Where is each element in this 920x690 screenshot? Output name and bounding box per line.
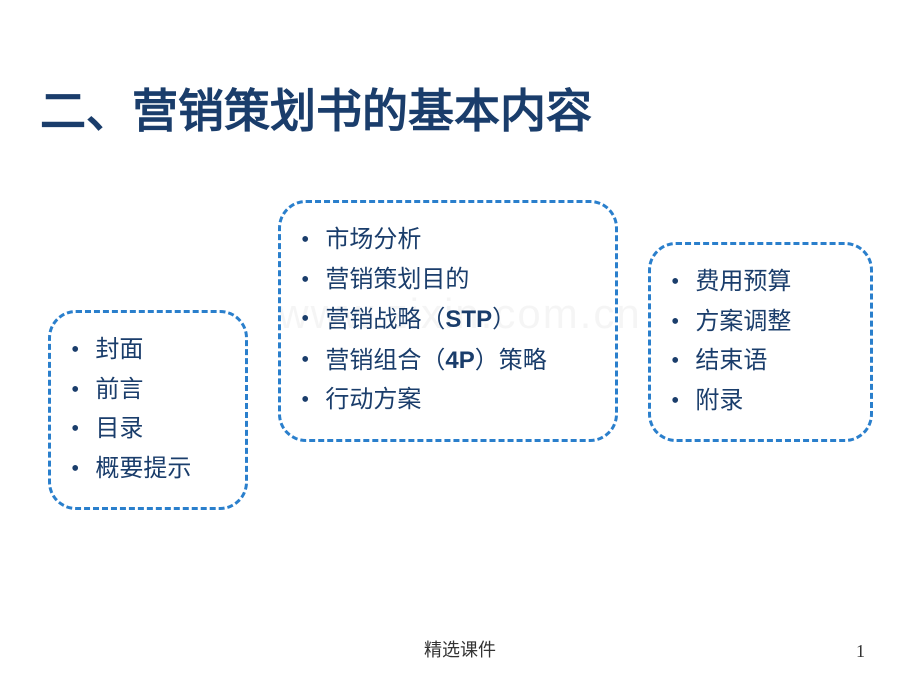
list-item: 市场分析 — [301, 221, 595, 261]
list-item: 结束语 — [671, 342, 850, 382]
item-label: 行动方案 — [325, 381, 595, 421]
item-label: 结束语 — [695, 342, 850, 382]
item-label: 费用预算 — [695, 263, 850, 303]
item-label: 营销策划目的 — [325, 261, 595, 301]
list-item: 方案调整 — [671, 303, 850, 343]
preface-box: 封面 前言 目录 概要提示 — [48, 310, 248, 510]
item-label: 营销组合（4P）策略 — [325, 341, 595, 382]
list-item: 目录 — [71, 410, 225, 450]
preface-list: 封面 前言 目录 概要提示 — [71, 331, 225, 489]
main-content-box: 市场分析 营销策划目的 营销战略（STP） 营销组合（4P）策略 行动方案 — [278, 200, 618, 442]
item-label: 市场分析 — [325, 221, 595, 261]
page-number: 1 — [856, 641, 865, 662]
item-label: 封面 — [95, 331, 225, 371]
list-item: 封面 — [71, 331, 225, 371]
list-item: 营销组合（4P）策略 — [301, 341, 595, 382]
item-label: 前言 — [95, 371, 225, 411]
content-area: 封面 前言 目录 概要提示 市场分析 营销策划目的 营销战略（STP） 营销组合… — [0, 200, 920, 550]
list-item: 概要提示 — [71, 450, 225, 490]
list-item: 营销策划目的 — [301, 261, 595, 301]
item-label: 附录 — [695, 382, 850, 422]
item-label: 方案调整 — [695, 303, 850, 343]
main-content-list: 市场分析 营销策划目的 营销战略（STP） 营销组合（4P）策略 行动方案 — [301, 221, 595, 421]
list-item: 附录 — [671, 382, 850, 422]
list-item: 费用预算 — [671, 263, 850, 303]
appendix-list: 费用预算 方案调整 结束语 附录 — [671, 263, 850, 421]
list-item: 前言 — [71, 371, 225, 411]
list-item: 营销战略（STP） — [301, 300, 595, 341]
appendix-box: 费用预算 方案调整 结束语 附录 — [648, 242, 873, 442]
item-label: 目录 — [95, 410, 225, 450]
page-title: 二、营销策划书的基本内容 — [40, 75, 592, 141]
item-label: 概要提示 — [95, 450, 225, 490]
footer-text: 精选课件 — [424, 636, 496, 662]
item-label: 营销战略（STP） — [325, 300, 595, 341]
list-item: 行动方案 — [301, 381, 595, 421]
